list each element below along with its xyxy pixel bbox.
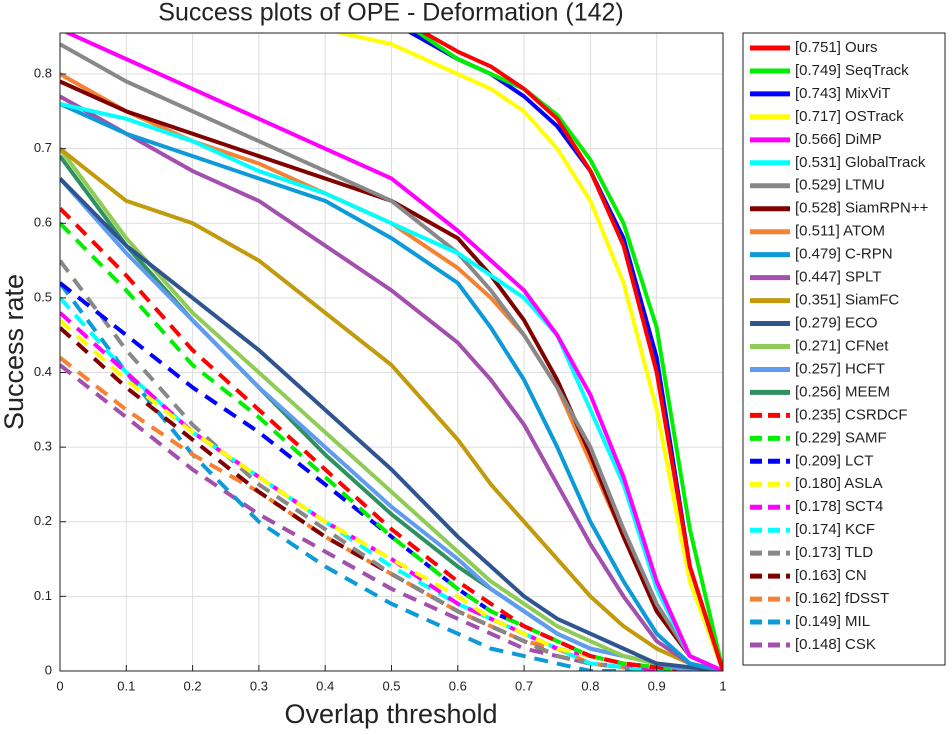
y-tick-label: 0 xyxy=(45,662,52,677)
legend-label: [0.447] SPLT xyxy=(795,269,881,286)
legend-label: [0.209] LCT xyxy=(795,452,873,469)
x-tick-label: 0.8 xyxy=(581,678,599,693)
y-axis-label: Success rate xyxy=(0,274,29,430)
y-tick-label: 0.8 xyxy=(34,65,52,80)
x-tick-label: 0.3 xyxy=(250,678,268,693)
y-tick-label: 0.3 xyxy=(34,439,52,454)
x-tick-label: 0.2 xyxy=(184,678,202,693)
legend-label: [0.148] CSK xyxy=(795,636,876,653)
legend-label: [0.163] CN xyxy=(795,567,867,584)
legend-label: [0.529] LTMU xyxy=(795,177,885,194)
series-line xyxy=(63,33,723,671)
lines xyxy=(60,33,723,671)
chart-title: Success plots of OPE - Deformation (142) xyxy=(158,0,623,27)
y-tick-label: 0.7 xyxy=(34,140,52,155)
legend: [0.751] Ours [0.749] SeqTrack [0.743] MixV… xyxy=(750,39,929,653)
y-tick-label: 0.6 xyxy=(34,215,52,230)
series-line xyxy=(332,33,723,671)
legend-label: [0.174] KCF xyxy=(795,521,875,538)
legend-label: [0.257] HCFT xyxy=(795,360,885,377)
legend-label: [0.149] MIL xyxy=(795,613,870,630)
series-line xyxy=(60,281,723,671)
x-tick-label: 0.6 xyxy=(449,678,467,693)
y-tick-label: 0.1 xyxy=(34,588,52,603)
legend-label: [0.162] fDSST xyxy=(795,590,889,607)
legend-label: [0.180] ASLA xyxy=(795,475,883,492)
legend-label: [0.743] MixViT xyxy=(795,85,891,102)
legend-label: [0.256] MEEM xyxy=(795,383,890,400)
legend-label: [0.717] OSTrack xyxy=(795,108,904,125)
legend-label: [0.528] SiamRPN++ xyxy=(795,200,929,217)
legend-label: [0.479] C-RPN xyxy=(795,246,893,263)
legend-label: [0.271] CFNet xyxy=(795,337,889,354)
x-tick-label: 1 xyxy=(719,678,726,693)
legend-label: [0.511] ATOM xyxy=(795,223,885,240)
legend-label: [0.235] CSRDCF xyxy=(795,406,908,423)
series-line xyxy=(60,147,723,671)
legend-label: [0.178] SCT4 xyxy=(795,498,883,515)
legend-label: [0.566] DiMP xyxy=(795,131,882,148)
series-line xyxy=(60,206,723,671)
y-tick-label: 0.4 xyxy=(34,364,52,379)
legend-label: [0.749] SeqTrack xyxy=(795,62,909,79)
legend-label: [0.229] SAMF xyxy=(795,429,887,446)
series-line xyxy=(420,33,723,671)
series-line xyxy=(60,102,723,671)
legend-label: [0.351] SiamFC xyxy=(795,292,899,309)
x-tick-label: 0.1 xyxy=(117,678,135,693)
series-line xyxy=(60,221,723,671)
x-tick-label: 0.9 xyxy=(648,678,666,693)
series-line xyxy=(60,311,723,671)
x-tick-label: 0.7 xyxy=(515,678,533,693)
series-line xyxy=(60,42,723,671)
x-tick-label: 0 xyxy=(56,678,63,693)
legend-label: [0.173] TLD xyxy=(795,544,873,561)
legend-label: [0.279] ECO xyxy=(795,315,878,332)
series-line xyxy=(60,147,723,671)
legend-label: [0.751] Ours xyxy=(795,39,878,56)
y-tick-label: 0.5 xyxy=(34,289,52,304)
series-line xyxy=(60,101,723,671)
x-axis-label: Overlap threshold xyxy=(284,699,497,729)
series-line xyxy=(60,94,723,671)
y-tick-label: 0.2 xyxy=(34,513,52,528)
series-line xyxy=(60,259,723,671)
ticks: 0 0.1 0.2 0.3 0.4 0.5 0.6 0.7 0.8 0.9 1 0 0.1 0.2 0.3 0… xyxy=(34,65,727,693)
series-line xyxy=(415,33,723,671)
legend-label: [0.531] GlobalTrack xyxy=(795,154,926,171)
series-line xyxy=(60,177,723,671)
x-tick-label: 0.4 xyxy=(316,678,334,693)
x-tick-label: 0.5 xyxy=(382,678,400,693)
